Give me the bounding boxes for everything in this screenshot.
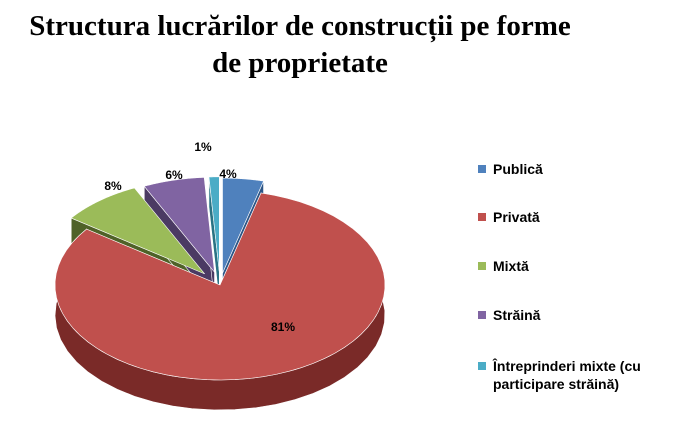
legend-swatch-3	[478, 311, 486, 319]
legend-swatch-2	[478, 262, 486, 270]
pie-slice-str-in-	[143, 177, 215, 274]
pie-slice--ntreprinderi-mixte-cu-participare-str-in-	[208, 176, 220, 272]
data-label-0: 4%	[219, 167, 237, 181]
legend-label-0: Publică	[493, 161, 543, 177]
pie-slice-public-	[222, 177, 264, 274]
legend-swatch-1	[478, 213, 486, 221]
data-label-4: 1%	[194, 140, 212, 154]
pie-slice-mixt-	[70, 187, 205, 275]
legend-swatch-4	[478, 362, 486, 370]
legend-swatch-0	[478, 165, 486, 173]
chart-title: Structura lucrărilor de construcții pe f…	[29, 10, 571, 79]
pie-slice-privat-	[54, 192, 386, 381]
legend-item-4: Întreprinderi mixte (cu participare stră…	[478, 357, 673, 393]
data-label-1: 81%	[271, 320, 295, 334]
legend-label-1: Privată	[493, 209, 540, 225]
legend-item-1: Privată	[478, 208, 673, 226]
legend-label-4: Întreprinderi mixte (cu participare stră…	[493, 358, 641, 392]
data-label-2: 8%	[104, 179, 122, 193]
legend-item-0: Publică	[478, 160, 673, 178]
legend-item-2: Mixtă	[478, 257, 673, 275]
legend-label-3: Străină	[493, 307, 541, 323]
legend-item-3: Străină	[478, 306, 673, 324]
data-label-3: 6%	[165, 168, 183, 182]
pie-chart: 4% 81% 8% 6% 1%	[54, 140, 386, 411]
legend-label-2: Mixtă	[493, 258, 529, 274]
